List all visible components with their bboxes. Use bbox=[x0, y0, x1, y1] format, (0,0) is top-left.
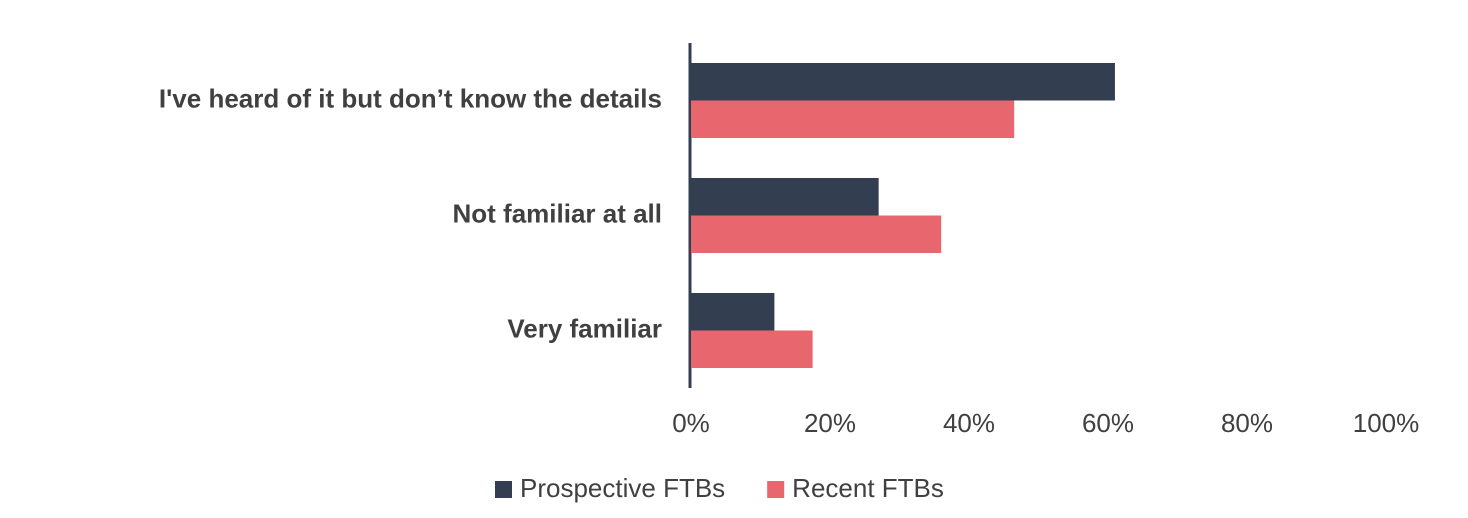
x-tick-label: 100% bbox=[1353, 408, 1420, 438]
bar bbox=[691, 215, 942, 253]
x-tick-label: 60% bbox=[1082, 408, 1134, 438]
legend-label: Recent FTBs bbox=[792, 473, 944, 503]
category-label: I've heard of it but don’t know the deta… bbox=[159, 83, 662, 113]
x-tick-label: 40% bbox=[943, 408, 995, 438]
x-tick-label: 80% bbox=[1221, 408, 1273, 438]
bar bbox=[691, 100, 1015, 138]
x-tick-label: 20% bbox=[804, 408, 856, 438]
bar bbox=[691, 330, 813, 368]
legend-swatch bbox=[495, 481, 512, 498]
category-label: Not familiar at all bbox=[453, 198, 663, 228]
bar bbox=[691, 63, 1115, 101]
bar bbox=[691, 178, 879, 216]
category-label: Very familiar bbox=[507, 313, 662, 343]
bar bbox=[691, 293, 775, 331]
legend-swatch bbox=[767, 481, 785, 498]
legend-label: Prospective FTBs bbox=[520, 473, 725, 503]
x-tick-label: 0% bbox=[672, 408, 710, 438]
